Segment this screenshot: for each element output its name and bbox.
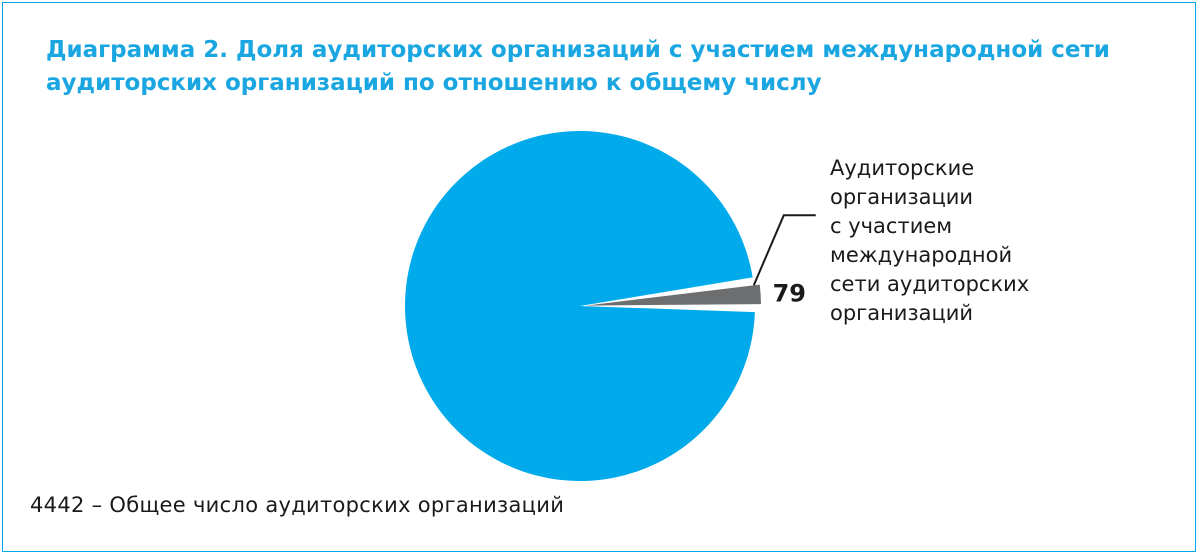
annotation-line: Аудиторские [830, 156, 974, 180]
annotation-line: организаций [830, 301, 973, 325]
annotation-line: с участием [830, 214, 952, 238]
slice-annotation: Аудиторские организации с участием междунар… [830, 156, 1029, 325]
leader-line [752, 214, 816, 286]
annotation-line: сети аудиторских [830, 272, 1029, 296]
footnote-total: 4442 – Общее число аудиторских организац… [30, 493, 565, 517]
slice-value-label: 79 [773, 280, 806, 308]
pie-slice-main [404, 131, 755, 482]
pie-slice-highlight [585, 284, 761, 306]
pie-slices [404, 131, 761, 482]
chart-title: Диаграмма 2. Доля аудиторских организаци… [46, 37, 1110, 96]
annotation-line: организации [830, 185, 973, 209]
annotation-line: международной [830, 243, 1012, 267]
